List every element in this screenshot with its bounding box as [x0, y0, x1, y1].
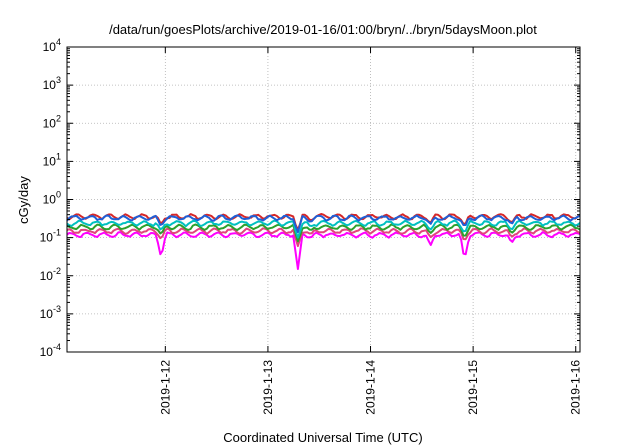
x-axis-label: Coordinated Universal Time (UTC)	[223, 430, 422, 445]
y-axis-label: cGy/day	[16, 176, 31, 224]
y-tick-label: 101	[43, 151, 61, 168]
y-axis: 10-4 10-3 10-2 10-1 100 101 102 103 104	[40, 37, 580, 359]
x-axis: 2019-1-12 2019-1-13 2019-1-14 2019-1-15 2019…	[158, 47, 583, 415]
grid	[67, 47, 580, 352]
y-tick-label: 100	[43, 190, 61, 207]
plot-frame	[66, 46, 581, 353]
y-tick-label: 10-4	[40, 342, 61, 359]
series-line	[66, 231, 581, 270]
x-tick-label: 2019-1-12	[158, 360, 172, 415]
series-line	[66, 214, 581, 234]
series-line	[66, 223, 581, 243]
y-tick-label: 10-2	[40, 266, 61, 283]
y-tick-label: 10-3	[40, 304, 61, 321]
x-tick-label: 2019-1-13	[261, 360, 275, 415]
chart-title: /data/run/goesPlots/archive/2019-01-16/0…	[109, 22, 537, 37]
y-tick-label: 102	[43, 113, 61, 130]
series-line	[66, 219, 581, 239]
x-tick-label: 2019-1-14	[364, 360, 378, 415]
y-tick-label: 103	[43, 75, 61, 92]
series-line	[66, 227, 581, 248]
y-tick-label: 10-1	[40, 228, 61, 245]
series-layer	[66, 213, 581, 270]
y-tick-label: 104	[43, 37, 61, 54]
x-tick-label: 2019-1-15	[466, 360, 480, 415]
x-tick-label: 2019-1-16	[569, 360, 583, 415]
